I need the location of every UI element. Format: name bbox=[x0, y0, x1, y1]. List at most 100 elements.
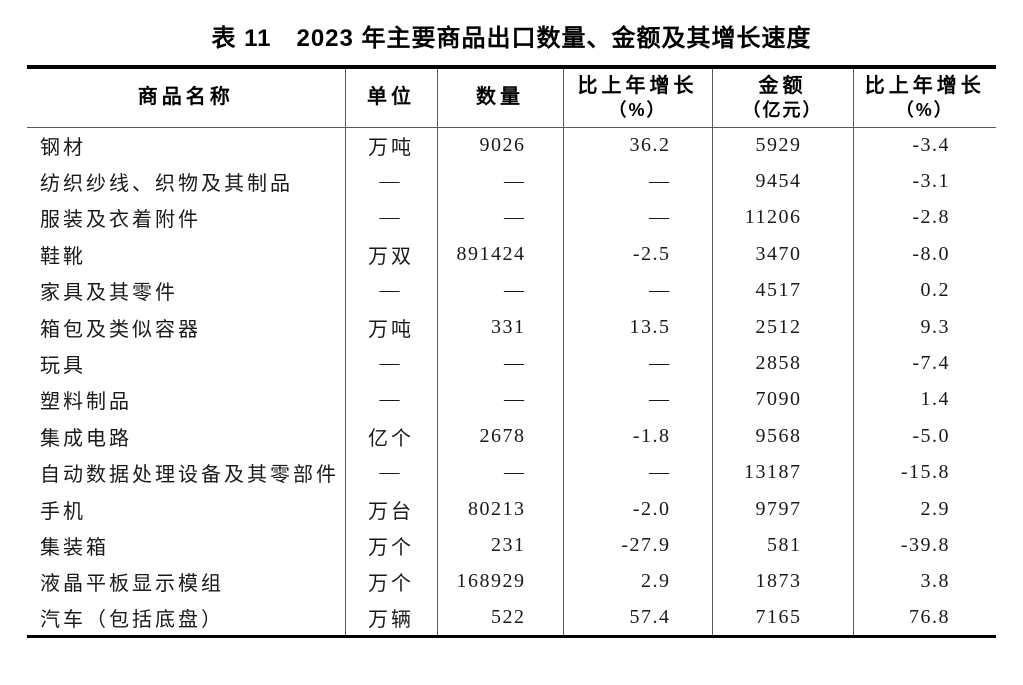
col-header-label: 数量 bbox=[476, 86, 524, 109]
table-row: 塑料制品 — — —7090 1.4 bbox=[27, 381, 996, 419]
amount-growth-cell: -8.0 bbox=[852, 236, 996, 273]
unit-cell: 亿个 bbox=[344, 418, 437, 455]
col-header-sub: （%） bbox=[895, 99, 954, 120]
quantity-growth-cell: 2.9 bbox=[562, 563, 712, 601]
table-row: 家具及其零件 — — —4517 0.2 bbox=[27, 272, 996, 309]
col-header-amount-growth: 比上年增长 （%） bbox=[852, 67, 996, 128]
commodity-cell: 汽车（包括底盘） bbox=[40, 609, 224, 632]
amount-growth-cell: -2.8 bbox=[852, 199, 996, 237]
header-row: 商品名称 单位 数量 比上年增长 （%） 金额 （亿元） bbox=[27, 67, 996, 128]
col-header-label: 单位 bbox=[367, 86, 415, 109]
table-row: 自动数据处理设备及其零部件 — — —13187 -15.8 bbox=[27, 454, 996, 491]
unit-cell: 万吨 bbox=[344, 308, 437, 346]
unit-cell: — bbox=[344, 381, 437, 419]
commodity-cell: 自动数据处理设备及其零部件 bbox=[40, 464, 339, 487]
commodity-cell: 塑料制品 bbox=[40, 391, 132, 414]
amount-growth-cell: -3.4 bbox=[852, 127, 996, 164]
amount-cell: 13187 bbox=[711, 454, 853, 491]
amount-cell: 3470 bbox=[711, 236, 853, 273]
quantity-cell: 2678 bbox=[436, 418, 563, 455]
amount-cell: 2858 bbox=[711, 345, 853, 382]
commodity-cell: 纺织纱线、织物及其制品 bbox=[40, 173, 293, 196]
amount-cell: 7090 bbox=[711, 381, 853, 419]
amount-growth-cell: -7.4 bbox=[852, 345, 996, 382]
amount-cell: 9797 bbox=[711, 490, 853, 528]
quantity-cell: — bbox=[436, 381, 563, 419]
table-row: 纺织纱线、织物及其制品 — — —9454 -3.1 bbox=[27, 163, 996, 200]
quantity-growth-cell: — bbox=[562, 454, 712, 491]
quantity-growth-cell: -27.9 bbox=[562, 527, 712, 564]
unit-cell: 万辆 bbox=[344, 600, 437, 637]
commodity-cell: 液晶平板显示模组 bbox=[40, 573, 224, 596]
table-row: 玩具 — — —2858 -7.4 bbox=[27, 345, 996, 382]
commodity-cell: 集装箱 bbox=[40, 536, 109, 559]
amount-cell: 5929 bbox=[711, 127, 853, 164]
quantity-cell: 331 bbox=[436, 308, 563, 346]
table-row: 集装箱 万个 231 -27.9 581 -39.8 bbox=[27, 527, 996, 564]
commodity-cell: 手机 bbox=[40, 500, 86, 523]
amount-growth-cell: -15.8 bbox=[852, 454, 996, 491]
quantity-growth-cell: 13.5 bbox=[562, 308, 712, 346]
commodity-cell: 家具及其零件 bbox=[40, 282, 178, 305]
unit-cell: 万吨 bbox=[344, 127, 437, 164]
amount-growth-cell: 0.2 bbox=[852, 272, 996, 309]
quantity-cell: — bbox=[436, 199, 563, 237]
commodity-cell: 鞋靴 bbox=[40, 245, 86, 268]
amount-growth-cell: 1.4 bbox=[852, 381, 996, 419]
unit-cell: 万双 bbox=[344, 236, 437, 273]
unit-cell: — bbox=[344, 199, 437, 237]
unit-cell: 万个 bbox=[344, 527, 437, 564]
amount-cell: 4517 bbox=[711, 272, 853, 309]
amount-growth-cell: -3.1 bbox=[852, 163, 996, 200]
unit-cell: — bbox=[344, 163, 437, 200]
quantity-cell: 80213 bbox=[436, 490, 563, 528]
table-row: 服装及衣着附件 — — —11206 -2.8 bbox=[27, 199, 996, 237]
col-header-quantity: 数量 bbox=[436, 67, 563, 128]
col-header-commodity: 商品名称 bbox=[27, 67, 345, 128]
commodity-cell: 服装及衣着附件 bbox=[40, 209, 201, 232]
table-row: 箱包及类似容器 万吨 331 13.5 2512 9.3 bbox=[27, 308, 996, 346]
export-commodities-table: 商品名称 单位 数量 比上年增长 （%） 金额 （亿元） bbox=[27, 65, 996, 638]
commodity-cell: 集成电路 bbox=[40, 427, 132, 450]
table-row: 鞋靴 万双 891424 -2.5 3470 -8.0 bbox=[27, 236, 996, 273]
table-row: 钢材 万吨 9026 36.2 5929 -3.4 bbox=[27, 127, 996, 164]
col-header-amount: 金额 （亿元） bbox=[711, 67, 853, 128]
amount-cell: 9568 bbox=[711, 418, 853, 455]
quantity-cell: 522 bbox=[436, 600, 563, 637]
col-header-label: 商品名称 bbox=[137, 86, 234, 109]
table-title: 表 11 2023 年主要商品出口数量、金额及其增长速度 bbox=[211, 25, 812, 52]
quantity-growth-cell: -2.5 bbox=[562, 236, 712, 273]
commodity-cell: 箱包及类似容器 bbox=[40, 318, 201, 341]
amount-growth-cell: 3.8 bbox=[852, 563, 996, 601]
table-row: 汽车（包括底盘） 万辆 522 57.4 7165 76.8 bbox=[27, 600, 996, 637]
quantity-growth-cell: — bbox=[562, 272, 712, 309]
quantity-growth-cell: -2.0 bbox=[562, 490, 712, 528]
quantity-growth-cell: 36.2 bbox=[562, 127, 712, 164]
amount-cell: 581 bbox=[711, 527, 853, 564]
commodity-cell: 玩具 bbox=[40, 355, 86, 378]
amount-cell: 7165 bbox=[711, 600, 853, 637]
quantity-cell: — bbox=[436, 163, 563, 200]
unit-cell: 万个 bbox=[344, 563, 437, 601]
quantity-cell: 231 bbox=[436, 527, 563, 564]
table-row: 集成电路 亿个 2678 -1.8 9568 -5.0 bbox=[27, 418, 996, 455]
col-header-sub: （%） bbox=[608, 99, 667, 120]
quantity-growth-cell: — bbox=[562, 163, 712, 200]
col-header-sub: （亿元） bbox=[742, 99, 823, 120]
unit-cell: — bbox=[344, 454, 437, 491]
quantity-growth-cell: — bbox=[562, 199, 712, 237]
amount-growth-cell: 76.8 bbox=[852, 600, 996, 637]
unit-cell: — bbox=[344, 272, 437, 309]
quantity-growth-cell: 57.4 bbox=[562, 600, 712, 637]
quantity-cell: — bbox=[436, 345, 563, 382]
amount-growth-cell: 2.9 bbox=[852, 490, 996, 528]
amount-growth-cell: 9.3 bbox=[852, 308, 996, 346]
col-header-quantity-growth: 比上年增长 （%） bbox=[562, 67, 712, 128]
quantity-cell: 891424 bbox=[436, 236, 563, 273]
amount-cell: 9454 bbox=[711, 163, 853, 200]
quantity-cell: 9026 bbox=[436, 127, 563, 164]
quantity-cell: — bbox=[436, 454, 563, 491]
unit-cell: 万台 bbox=[344, 490, 437, 528]
quantity-growth-cell: -1.8 bbox=[562, 418, 712, 455]
